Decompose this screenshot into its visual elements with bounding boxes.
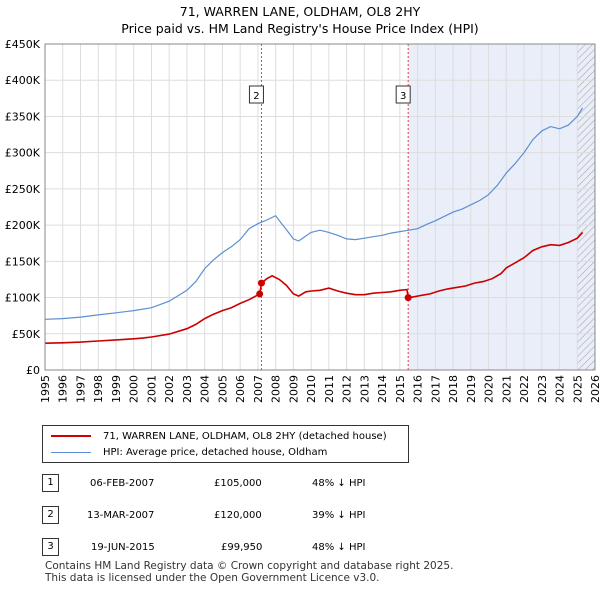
sale-row-3: 3 19-JUN-2015 £99,950 48% ↓ HPI	[0, 538, 600, 558]
y-tick-label: £200K	[5, 219, 41, 232]
x-tick-label: 2004	[199, 375, 212, 403]
legend-swatch-property	[51, 435, 91, 437]
y-tick-label: £100K	[5, 292, 41, 305]
y-tick-label: £0	[26, 364, 40, 377]
y-tick-label: £300K	[5, 147, 41, 160]
sale-marker-box	[395, 85, 411, 104]
sale-marker-label: 3	[400, 91, 406, 102]
sale-hpi-diff: 48% ↓ HPI	[312, 542, 366, 553]
x-tick-label: 2008	[270, 375, 283, 403]
sale-date: 19-JUN-2015	[91, 542, 155, 553]
sale-marker-label: 2	[253, 91, 259, 102]
x-tick-label: 2026	[589, 375, 600, 403]
x-tick-label: 2000	[128, 375, 141, 403]
legend-item-hpi: HPI: Average price, detached house, Oldh…	[51, 444, 327, 460]
sale-date: 06-FEB-2007	[90, 478, 155, 489]
x-tick-label: 2005	[216, 375, 229, 403]
x-tick-label: 2002	[163, 375, 176, 403]
sale-point	[257, 279, 265, 287]
sale-price: £105,000	[214, 478, 262, 489]
x-tick-label: 2015	[394, 375, 407, 403]
x-tick-label: 2016	[412, 375, 425, 403]
legend: 71, WARREN LANE, OLDHAM, OL8 2HY (detach…	[42, 425, 409, 463]
legend-item-property: 71, WARREN LANE, OLDHAM, OL8 2HY (detach…	[51, 428, 387, 444]
sale-hpi-diff: 39% ↓ HPI	[312, 510, 366, 521]
legend-label-property: 71, WARREN LANE, OLDHAM, OL8 2HY (detach…	[103, 430, 387, 442]
x-tick-label: 1999	[110, 375, 123, 403]
y-tick-label: £150K	[5, 255, 41, 268]
sale-number-badge: 1	[42, 474, 59, 492]
chart-subtitle: Price paid vs. HM Land Registry's House …	[121, 21, 479, 36]
hatched-region	[577, 44, 595, 370]
x-tick-label: 1997	[74, 375, 87, 403]
x-tick-label: 2001	[145, 375, 158, 403]
sale-marker-box	[248, 85, 264, 104]
sale-row-1: 1 06-FEB-2007 £105,000 48% ↓ HPI	[0, 474, 600, 494]
sale-point	[404, 294, 412, 302]
plot-frame	[44, 43, 596, 371]
x-tick-label: 2020	[483, 375, 496, 403]
x-tick-label: 2018	[447, 375, 460, 403]
x-tick-label: 2014	[376, 375, 389, 403]
sale-date: 13-MAR-2007	[87, 510, 155, 521]
x-tick-label: 2010	[305, 375, 318, 403]
y-tick-label: £250K	[5, 183, 41, 196]
x-tick-label: 2009	[287, 375, 300, 403]
sale-number-badge: 3	[42, 538, 59, 556]
x-tick-label: 2012	[341, 375, 354, 403]
x-tick-label: 2024	[554, 375, 567, 403]
x-tick-label: 2023	[536, 375, 549, 403]
hpi-line	[44, 107, 584, 320]
x-tick-label: 1996	[57, 375, 70, 403]
x-tick-label: 1995	[39, 375, 52, 403]
x-tick-label: 2017	[429, 375, 442, 403]
x-tick-label: 1998	[92, 375, 105, 403]
footer-copyright: Contains HM Land Registry data © Crown c…	[45, 560, 454, 572]
x-tick-label: 2011	[323, 375, 336, 403]
sale-number-badge: 2	[42, 506, 59, 524]
y-tick-label: £400K	[5, 74, 41, 87]
x-tick-label: 2006	[234, 375, 247, 403]
sale-row-2: 2 13-MAR-2007 £120,000 39% ↓ HPI	[0, 506, 600, 526]
x-tick-label: 2025	[571, 375, 584, 403]
sale-point	[256, 290, 264, 298]
sale-price: £120,000	[214, 510, 262, 521]
y-tick-label: £450K	[5, 38, 41, 51]
sale-price: £99,950	[221, 542, 263, 553]
chart-title: 71, WARREN LANE, OLDHAM, OL8 2HY	[179, 4, 421, 19]
x-tick-label: 2003	[181, 375, 194, 403]
x-tick-label: 2021	[500, 375, 513, 403]
legend-swatch-hpi	[51, 451, 91, 453]
y-tick-label: £350K	[5, 110, 41, 123]
property-price-line	[44, 231, 584, 344]
x-tick-label: 2019	[465, 375, 478, 403]
x-tick-label: 2022	[518, 375, 531, 403]
legend-label-hpi: HPI: Average price, detached house, Oldh…	[103, 446, 328, 458]
x-tick-label: 2013	[358, 375, 371, 403]
x-tick-label: 2007	[252, 375, 265, 403]
sale-hpi-diff: 48% ↓ HPI	[312, 478, 366, 489]
footer-license: This data is licensed under the Open Gov…	[45, 572, 380, 584]
price-chart: 2 3 £0 £50K £100K £150K £200K £250K £300K £350K £4…	[5, 38, 600, 403]
shaded-region	[408, 44, 595, 370]
y-tick-label: £50K	[12, 328, 41, 341]
